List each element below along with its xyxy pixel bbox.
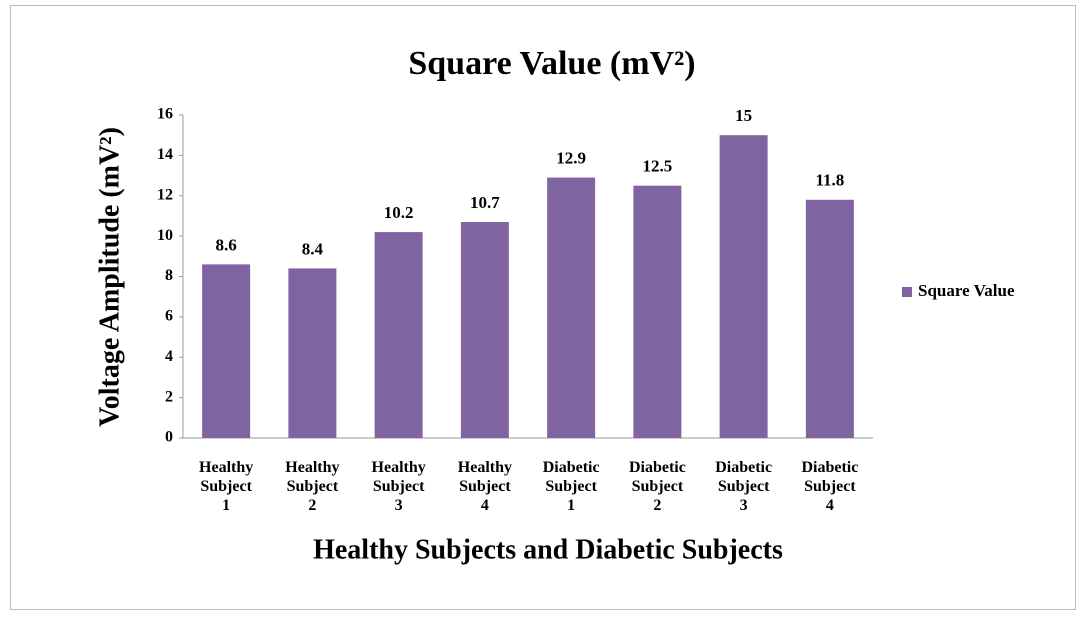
legend-label: Square Value xyxy=(918,281,1015,300)
x-tick-label: Diabetic Subject 1 xyxy=(542,459,600,514)
bar xyxy=(633,185,682,438)
y-tick-label: 4 xyxy=(165,348,173,365)
x-tick-label: Diabetic Subject 3 xyxy=(715,459,773,514)
x-tick-label: Healthy Subject 3 xyxy=(371,459,426,514)
chart-frame xyxy=(10,5,1076,610)
bar xyxy=(719,135,768,438)
legend-swatch xyxy=(902,287,912,297)
y-tick-label: 0 xyxy=(165,429,173,446)
data-label: 11.8 xyxy=(815,171,844,190)
y-tick-label: 8 xyxy=(165,267,173,284)
x-tick-label: Healthy Subject 2 xyxy=(285,459,340,514)
data-label: 12.5 xyxy=(643,157,673,176)
x-tick-label: Diabetic Subject 2 xyxy=(628,459,686,514)
y-tick-label: 10 xyxy=(157,227,173,244)
data-label: 8.4 xyxy=(302,239,324,258)
y-tick-label: 16 xyxy=(157,106,173,123)
bar xyxy=(288,268,337,438)
x-axis-label: Healthy Subjects and Diabetic Subjects xyxy=(313,534,783,565)
y-tick-label: 6 xyxy=(165,308,173,325)
bar xyxy=(460,221,509,438)
data-label: 10.7 xyxy=(470,193,500,212)
y-tick-label: 14 xyxy=(157,146,173,163)
bar xyxy=(202,264,251,438)
chart-title: Square Value (mV²) xyxy=(408,45,695,82)
data-label: 8.6 xyxy=(216,235,237,254)
x-tick-label: Healthy Subject 1 xyxy=(199,459,254,514)
bar xyxy=(547,177,596,439)
bar xyxy=(374,232,423,438)
data-label: 12.9 xyxy=(556,148,586,167)
y-tick-label: 12 xyxy=(157,186,173,203)
x-tick-label: Healthy Subject 4 xyxy=(457,459,512,514)
x-tick-label: Diabetic Subject 4 xyxy=(801,459,859,514)
data-label: 10.2 xyxy=(384,203,414,222)
data-label: 15 xyxy=(735,106,752,125)
y-tick-label: 2 xyxy=(165,388,173,405)
y-axis-label: Voltage Amplitude (mV²) xyxy=(94,127,125,427)
bar xyxy=(805,199,854,438)
